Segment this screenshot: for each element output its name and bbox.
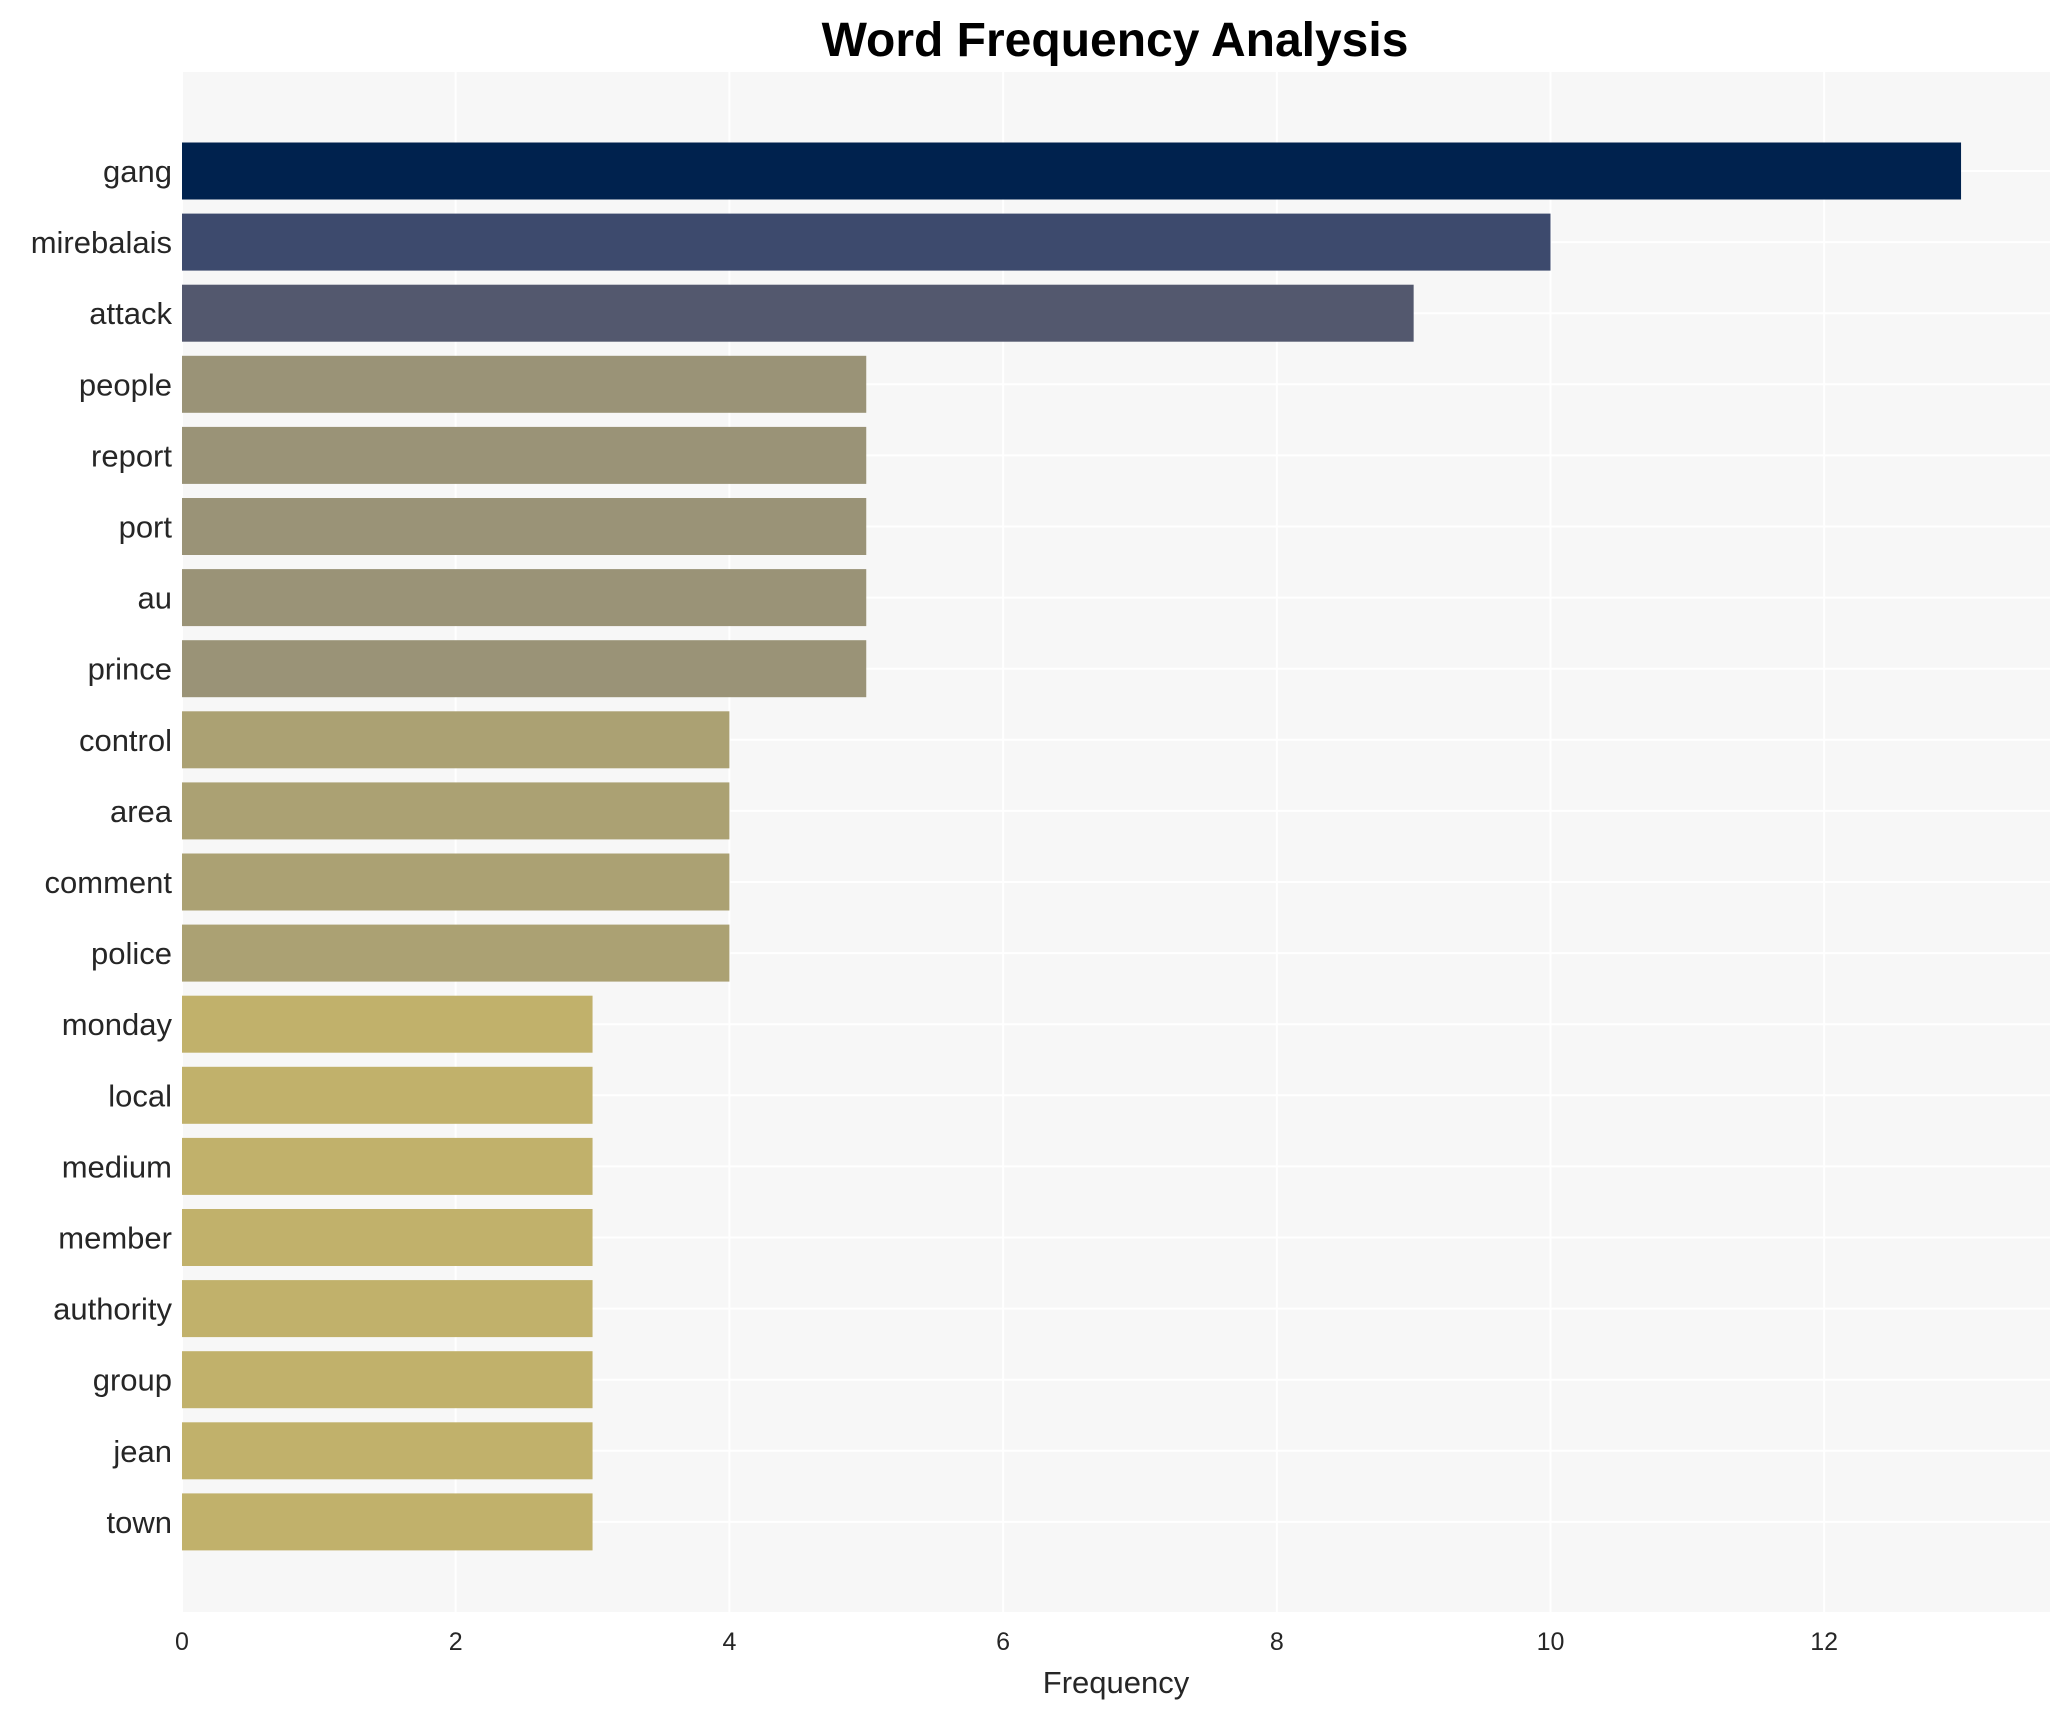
- bar-local: [182, 1066, 593, 1124]
- y-tick-label-jean: jean: [112, 1434, 172, 1469]
- y-tick-label-mirebalais: mirebalais: [31, 225, 172, 260]
- y-tick-label-report: report: [91, 438, 172, 473]
- y-tick-label-attack: attack: [89, 296, 172, 331]
- bar-port: [182, 498, 867, 555]
- x-axis-label: Frequency: [1043, 1665, 1190, 1700]
- y-tick-label-group: group: [93, 1363, 172, 1398]
- bar-town: [182, 1493, 593, 1551]
- x-tick-label-6: 6: [996, 1628, 1010, 1656]
- bar-area: [182, 782, 730, 840]
- x-tick-label-0: 0: [175, 1628, 189, 1656]
- bar-group: [182, 1351, 593, 1409]
- x-tick-labels: 0 2 4 6 8 10 12: [175, 1628, 1838, 1656]
- bar-prince: [182, 640, 867, 698]
- y-tick-labels: gang mirebalais attack people report port au pr…: [31, 154, 173, 1540]
- bars: [182, 142, 1962, 1551]
- y-tick-label-monday: monday: [62, 1007, 173, 1042]
- y-tick-label-au: au: [138, 581, 172, 616]
- y-tick-label-people: people: [79, 367, 172, 402]
- x-tick-label-2: 2: [449, 1628, 463, 1656]
- bar-jean: [182, 1422, 593, 1480]
- y-tick-label-authority: authority: [53, 1292, 172, 1327]
- bar-authority: [182, 1280, 593, 1338]
- y-tick-label-gang: gang: [103, 154, 172, 189]
- bar-medium: [182, 1137, 593, 1195]
- bar-control: [182, 711, 730, 769]
- bar-au: [182, 569, 867, 627]
- x-tick-label-8: 8: [1270, 1628, 1284, 1656]
- y-tick-label-port: port: [119, 510, 173, 545]
- y-tick-label-area: area: [110, 794, 173, 829]
- bar-gang: [182, 142, 1962, 200]
- bar-people: [182, 355, 867, 413]
- bar-monday: [182, 995, 593, 1053]
- y-tick-label-prince: prince: [88, 652, 172, 687]
- chart-title: Word Frequency Analysis: [822, 14, 1409, 67]
- y-tick-label-member: member: [58, 1221, 172, 1256]
- y-tick-label-police: police: [91, 936, 172, 971]
- bar-comment: [182, 853, 730, 911]
- y-tick-label-control: control: [79, 723, 172, 758]
- y-tick-label-local: local: [108, 1078, 172, 1113]
- y-tick-label-comment: comment: [45, 865, 173, 900]
- bar-attack: [182, 284, 1414, 342]
- y-tick-label-town: town: [107, 1505, 172, 1540]
- bar-member: [182, 1209, 593, 1266]
- bar-mirebalais: [182, 213, 1551, 271]
- bar-report: [182, 426, 867, 484]
- bar-police: [182, 924, 730, 982]
- y-tick-label-medium: medium: [62, 1149, 172, 1184]
- x-tick-label-12: 12: [1810, 1628, 1838, 1656]
- x-tick-label-10: 10: [1537, 1628, 1565, 1656]
- x-tick-label-4: 4: [722, 1628, 736, 1656]
